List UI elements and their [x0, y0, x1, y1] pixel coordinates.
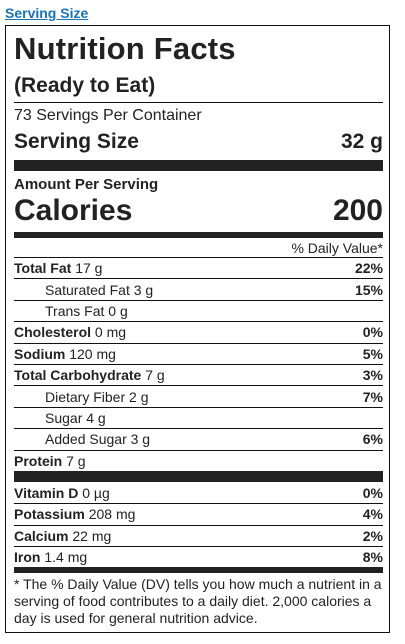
- nutrient-amount: 7 g: [145, 367, 165, 384]
- nutrient-row-total-fat: Total Fat 17 g 22%: [14, 257, 383, 278]
- nutrient-amount: 4 g: [86, 409, 106, 426]
- nutrient-row-cholesterol: Cholesterol 0 mg 0%: [14, 321, 383, 342]
- nutrient-dv: 0%: [362, 484, 383, 501]
- nutrient-amount: 3 g: [133, 281, 154, 298]
- nutrient-amount: 3 g: [130, 431, 151, 448]
- nutrient-row-protein: Protein 7 g: [14, 449, 383, 471]
- nutrition-facts-label: Nutrition Facts (Ready to Eat) 73 Servin…: [5, 25, 390, 633]
- nutrient-dv: 0%: [362, 324, 383, 341]
- nutrient-dv: 3%: [362, 367, 383, 384]
- nutrient-dv: 22%: [354, 260, 383, 277]
- nutrient-amount: 0 µg: [82, 484, 110, 501]
- nutrient-row-dietary-fiber: Dietary Fiber 2 g 7%: [14, 385, 383, 406]
- nutrient-amount: 0 g: [108, 302, 128, 319]
- nutrient-row-total-carbohydrate: Total Carbohydrate 7 g 3%: [14, 363, 383, 385]
- nutrient-name: Vitamin D: [14, 484, 79, 501]
- calories-label: Calories: [14, 194, 133, 227]
- nutrient-name: Iron: [14, 549, 41, 566]
- nutrient-dv: 7%: [362, 388, 383, 405]
- calories-value: 200: [332, 194, 383, 227]
- daily-value-footnote: * The % Daily Value (DV) tells you how m…: [14, 567, 383, 627]
- nutrient-row-saturated-fat: Saturated Fat 3 g 15%: [14, 278, 383, 299]
- nutrient-row-added-sugar: Added Sugar 3 g 6%: [14, 428, 383, 449]
- nutrient-name: Total Carbohydrate: [14, 367, 142, 384]
- thick-divider: [14, 470, 383, 482]
- nutrient-name: Trans Fat: [45, 302, 105, 319]
- nutrient-amount: 2 g: [129, 388, 149, 405]
- nutrient-amount: 208 mg: [88, 506, 136, 523]
- serving-size-label: Serving Size: [14, 130, 139, 153]
- nutrient-row-trans-fat: Trans Fat 0 g: [14, 299, 383, 321]
- nutrient-dv: 6%: [362, 431, 383, 448]
- nutrient-dv: 4%: [362, 506, 383, 523]
- nutrient-amount: 22 mg: [72, 527, 112, 544]
- vitamin-row-potassium: Potassium 208 mg 4%: [14, 503, 383, 524]
- nutrient-name: Total Fat: [14, 260, 72, 277]
- nutrient-row-sodium: Sodium 120 mg 5%: [14, 342, 383, 364]
- serving-size-row: Serving Size 32 g: [14, 130, 383, 171]
- nutrient-amount: 0 mg: [94, 324, 127, 341]
- nutrient-name: Calcium: [14, 527, 69, 544]
- nutrient-name: Cholesterol: [14, 324, 92, 341]
- vitamin-row-iron: Iron 1.4 mg 8%: [14, 546, 383, 567]
- label-subtitle: (Ready to Eat): [14, 73, 383, 103]
- servings-per-container: 73 Servings Per Container: [14, 107, 202, 124]
- nutrient-name: Protein: [14, 452, 63, 469]
- nutrient-dv: 8%: [362, 549, 383, 566]
- amount-per-serving: Amount Per Serving: [14, 176, 159, 193]
- nutrient-name: Potassium: [14, 506, 85, 523]
- nutrient-amount: 1.4 mg: [44, 549, 88, 566]
- vitamin-row-calcium: Calcium 22 mg 2%: [14, 524, 383, 546]
- nutrient-amount: 17 g: [75, 260, 103, 277]
- serving-size-link[interactable]: Serving Size: [5, 5, 89, 21]
- nutrient-name: Sugar: [45, 409, 83, 426]
- nutrient-name: Sodium: [14, 345, 66, 362]
- daily-value-header: % Daily Value*: [291, 240, 383, 256]
- nutrient-amount: 120 mg: [69, 345, 116, 362]
- calories-row: Calories 200: [14, 194, 383, 238]
- nutrient-name: Saturated Fat: [45, 281, 130, 298]
- label-title: Nutrition Facts: [14, 31, 236, 66]
- nutrient-name: Dietary Fiber: [45, 388, 126, 405]
- nutrient-name: Added Sugar: [45, 431, 127, 448]
- nutrient-dv: 5%: [362, 345, 383, 362]
- vitamin-row-vitamin-d: Vitamin D 0 µg 0%: [14, 482, 383, 503]
- nutrient-dv: 15%: [354, 281, 383, 298]
- nutrient-amount: 7 g: [66, 452, 86, 469]
- nutrient-dv: 2%: [362, 527, 383, 544]
- nutrient-row-sugar: Sugar 4 g: [14, 406, 383, 428]
- serving-size-value: 32 g: [340, 130, 383, 153]
